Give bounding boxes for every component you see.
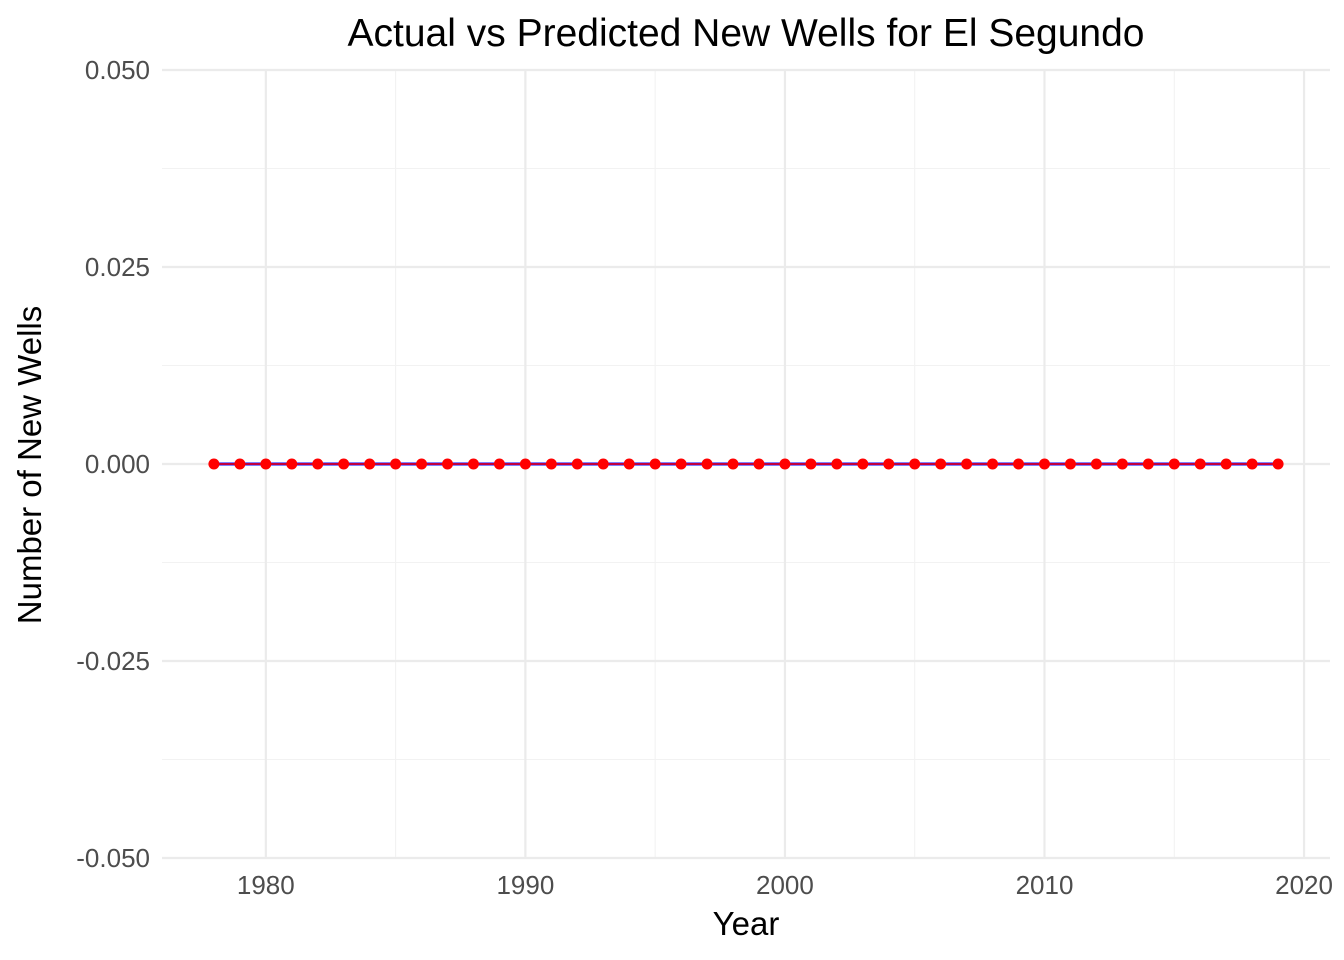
series-2-point (831, 458, 843, 470)
series-2-point (519, 458, 531, 470)
series-2-point (805, 458, 817, 470)
series-2-point (416, 458, 428, 470)
series-2-point (1220, 458, 1232, 470)
series-2-point (779, 458, 791, 470)
series-2-point (312, 458, 324, 470)
series-2-point (701, 458, 713, 470)
series-2-point (1116, 458, 1128, 470)
series-2-point (234, 458, 246, 470)
series-2-point (1272, 458, 1284, 470)
series-2-point (857, 458, 869, 470)
y-axis-ticks: -0.050 -0.025 0.000 0.025 0.050 (76, 55, 150, 873)
series-2-point (1038, 458, 1050, 470)
chart-title: Actual vs Predicted New Wells for El Seg… (348, 12, 1145, 55)
series-2-point (909, 458, 921, 470)
series-2-point (623, 458, 635, 470)
series-2-point (987, 458, 999, 470)
x-tick-label: 2020 (1275, 870, 1333, 900)
series-2-point (753, 458, 765, 470)
series-2-point (545, 458, 557, 470)
series-2-point (1168, 458, 1180, 470)
series-2-point (390, 458, 402, 470)
series-2-point (208, 458, 220, 470)
series-2-point (1194, 458, 1206, 470)
series-2-point (1246, 458, 1258, 470)
series-2-point (649, 458, 661, 470)
y-tick-label: -0.050 (76, 843, 150, 873)
y-tick-label: -0.025 (76, 646, 150, 676)
series-2-point (493, 458, 505, 470)
series-2-point (442, 458, 454, 470)
x-axis-ticks: 1980 1990 2000 2010 2020 (237, 870, 1333, 900)
x-tick-label: 2010 (1016, 870, 1074, 900)
x-tick-label: 1980 (237, 870, 295, 900)
series-2-point (727, 458, 739, 470)
y-tick-label: 0.000 (85, 449, 150, 479)
series-2-point (1142, 458, 1154, 470)
major-gridlines (162, 68, 1330, 860)
series-2-point (1090, 458, 1102, 470)
series-2-point (364, 458, 376, 470)
series-2-point (338, 458, 350, 470)
series-layer (208, 458, 1284, 470)
series-2-point (935, 458, 947, 470)
y-axis-title: Number of New Wells (11, 306, 48, 624)
series-2-point (1013, 458, 1025, 470)
series-2-point (571, 458, 583, 470)
x-tick-label: 2000 (756, 870, 814, 900)
x-tick-label: 1990 (496, 870, 554, 900)
series-2-point (1064, 458, 1076, 470)
series-2-point (597, 458, 609, 470)
y-tick-label: 0.050 (85, 55, 150, 85)
minor-gridlines (162, 70, 1330, 858)
series-2-point (286, 458, 298, 470)
x-axis-title: Year (713, 905, 780, 942)
series-2-point (675, 458, 687, 470)
y-tick-label: 0.025 (85, 252, 150, 282)
series-2-point (961, 458, 973, 470)
series-2-point (883, 458, 895, 470)
series-2-point (467, 458, 479, 470)
series-2-point (260, 458, 272, 470)
